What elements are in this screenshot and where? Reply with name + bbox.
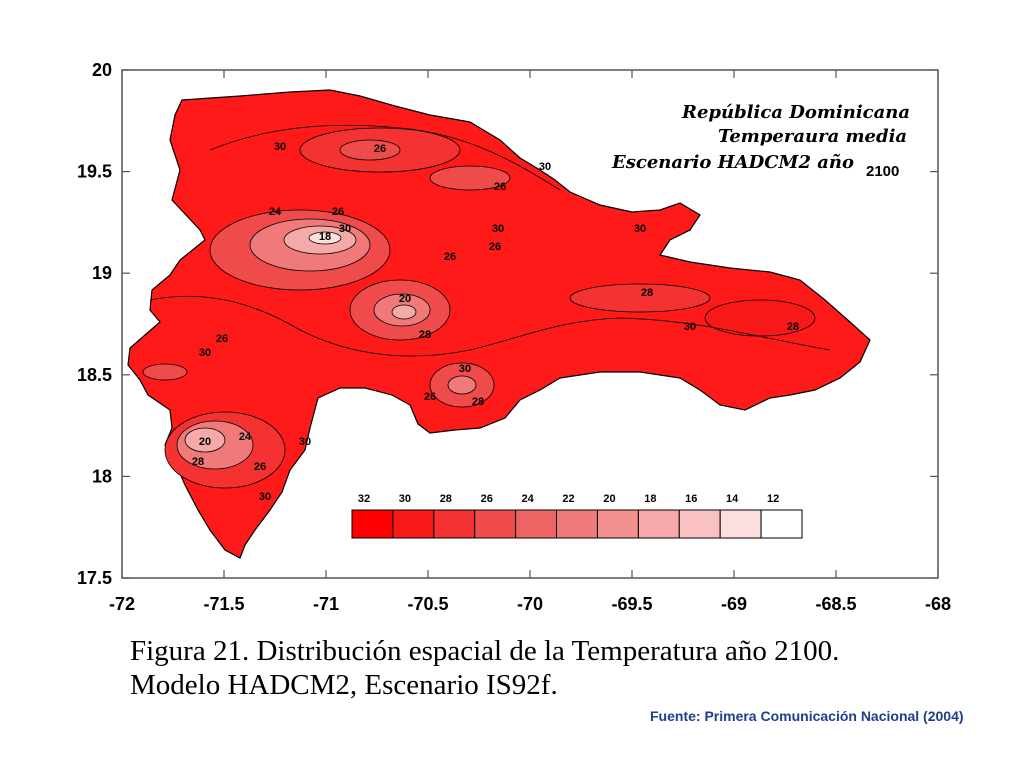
figure-caption: Figura 21. Distribución espacial de la T… (130, 634, 1010, 702)
x-tick-label: -72 (109, 594, 135, 614)
legend-label: 30 (399, 493, 411, 505)
contour-label: 28 (472, 396, 484, 408)
legend-label: 14 (726, 493, 739, 505)
contour-label: 30 (539, 161, 551, 173)
legend-swatch (760, 509, 803, 539)
contour-label: 28 (192, 456, 204, 468)
southwest-cool-zone-3 (184, 427, 226, 453)
contour-label: 26 (494, 181, 506, 193)
x-tick-label: -70 (517, 594, 543, 614)
lake-enriquillo (142, 363, 188, 381)
legend-label: 28 (440, 493, 452, 505)
contour-label: 30 (274, 141, 286, 153)
contour-label: 18 (319, 231, 331, 243)
southeast-cool-zone-2 (447, 375, 477, 395)
legend-label: 24 (522, 493, 535, 505)
legend-swatch (474, 509, 517, 539)
contour-label: 26 (332, 206, 344, 218)
contour-label: 30 (339, 223, 351, 235)
contour-label: 24 (239, 431, 252, 443)
contour-labels: 30 26 30 26 24 26 18 30 30 26 30 28 20 26 30 28 26 30 28 30… (192, 141, 799, 503)
temperature-map-figure: 30 26 30 26 24 26 18 30 30 26 30 28 20 26 30 28 26 30 28 30… (77, 60, 951, 614)
x-tick-label: -70.5 (407, 594, 448, 614)
y-tick-label: 20 (92, 60, 112, 80)
map-title-line-1: República Dominicana (681, 102, 910, 123)
contour-label: 28 (641, 287, 653, 299)
contour-label: 20 (199, 436, 211, 448)
x-tick-label: -68.5 (815, 594, 856, 614)
contour-label: 30 (259, 491, 271, 503)
legend-swatch (596, 509, 639, 539)
contour-label: 26 (424, 391, 436, 403)
map-title-year: 2100 (866, 163, 899, 180)
map-title-line-3: Escenario HADCM2 año (611, 152, 854, 173)
x-tick-label: -69 (721, 594, 747, 614)
x-tick-label: -71 (313, 594, 339, 614)
legend-label: 22 (562, 493, 574, 505)
legend-swatch (351, 509, 394, 539)
legend-swatch (515, 509, 558, 539)
x-axis-ticks: -72 -71.5 -71 -70.5 -70 -69.5 -69 -68.5 -68 (109, 70, 951, 614)
legend-label: 18 (644, 493, 656, 505)
contour-label: 30 (299, 436, 311, 448)
x-tick-label: -69.5 (611, 594, 652, 614)
contour-label: 26 (216, 333, 228, 345)
contour-label: 26 (374, 143, 386, 155)
contour-label: 26 (254, 461, 266, 473)
y-tick-label: 18.5 (77, 365, 112, 385)
y-axis-ticks: 20 19.5 19 18.5 18 17.5 (77, 60, 938, 588)
legend-label: 32 (358, 493, 370, 505)
legend-swatch (392, 509, 435, 539)
contour-label: 28 (787, 321, 799, 333)
y-tick-label: 17.5 (77, 568, 112, 588)
legend-swatch (719, 509, 762, 539)
northern-ridge-2 (339, 139, 401, 161)
contour-label: 28 (419, 329, 431, 341)
contour-label: 26 (489, 241, 501, 253)
legend-label: 12 (767, 493, 779, 505)
contour-label: 30 (459, 363, 471, 375)
x-tick-label: -71.5 (203, 594, 244, 614)
legend-swatch (433, 509, 476, 539)
y-tick-label: 19.5 (77, 162, 112, 182)
contour-label: 20 (399, 293, 411, 305)
y-tick-label: 18 (92, 466, 112, 486)
coastal-contour (149, 124, 831, 357)
legend-swatch (678, 509, 721, 539)
map-title-line-2: Temperaura media (718, 126, 907, 147)
eastern-zone-2 (569, 283, 711, 313)
contour-label: 30 (684, 321, 696, 333)
island-landmass (127, 89, 871, 559)
y-tick-label: 19 (92, 263, 112, 283)
caption-line-1: Figura 21. Distribución espacial de la T… (130, 635, 840, 667)
caption-line-2: Modelo HADCM2, Escenario IS92f. (130, 669, 558, 701)
central-cool-zone-b3 (391, 304, 417, 320)
legend-swatch (637, 509, 680, 539)
contour-label: 30 (199, 347, 211, 359)
legend-label: 26 (481, 493, 493, 505)
source-note: Fuente: Primera Comunicación Nacional (2… (650, 708, 964, 724)
contour-label: 26 (444, 251, 456, 263)
central-cool-zone-4 (308, 231, 342, 245)
legend-label: 20 (603, 493, 615, 505)
contour-label: 30 (634, 223, 646, 235)
contour-label: 24 (269, 206, 282, 218)
color-legend: 32 30 28 26 24 22 20 18 16 14 12 (351, 493, 803, 539)
northern-ridge-3 (429, 165, 511, 191)
legend-swatch (556, 509, 598, 539)
x-tick-label: -68 (925, 594, 951, 614)
contour-label: 30 (492, 223, 504, 235)
legend-label: 16 (685, 493, 697, 505)
